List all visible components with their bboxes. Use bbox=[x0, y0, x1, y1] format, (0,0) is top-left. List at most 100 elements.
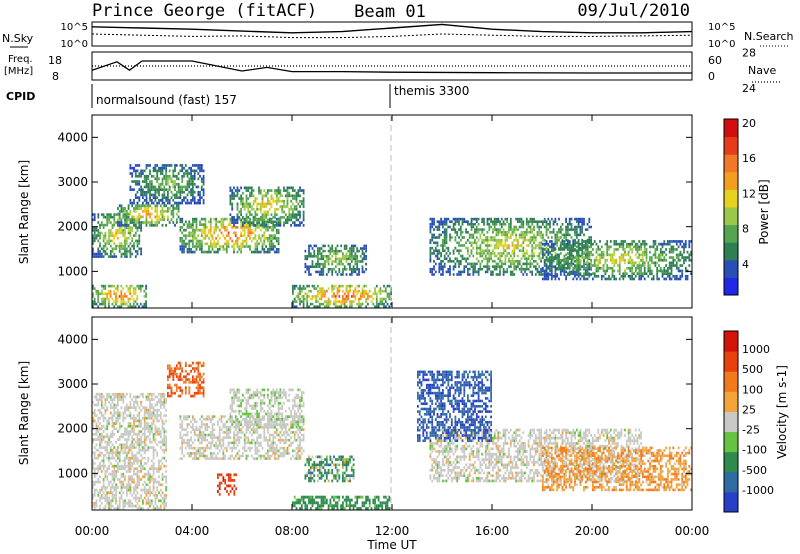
heatmap-cell bbox=[93, 411, 96, 415]
heatmap-cell bbox=[124, 209, 126, 213]
heatmap-cell bbox=[261, 194, 264, 198]
heatmap-cell bbox=[665, 253, 667, 257]
heatmap-cell bbox=[93, 226, 96, 229]
heatmap-cell bbox=[354, 244, 357, 248]
heatmap-cell bbox=[570, 236, 573, 239]
heatmap-cell bbox=[129, 406, 132, 409]
heatmap-cell bbox=[152, 467, 155, 471]
heatmap-cell bbox=[675, 261, 678, 265]
heatmap-cell bbox=[127, 464, 130, 468]
heatmap-cell bbox=[252, 221, 255, 224]
heatmap-cell bbox=[524, 262, 526, 266]
heatmap-cell bbox=[106, 478, 109, 481]
heatmap-cell bbox=[115, 300, 117, 303]
heatmap-cell bbox=[163, 464, 166, 468]
heatmap-cell bbox=[517, 254, 519, 258]
heatmap-cell bbox=[100, 289, 103, 293]
heatmap-cell bbox=[568, 228, 571, 231]
heatmap-cell bbox=[231, 197, 234, 200]
heatmap-cell bbox=[249, 228, 251, 232]
heatmap-cell bbox=[499, 257, 501, 260]
heatmap-cell bbox=[250, 194, 253, 198]
heatmap-cell bbox=[92, 295, 94, 298]
heatmap-cell bbox=[97, 438, 100, 441]
heatmap-cell bbox=[163, 440, 166, 444]
heatmap-cell bbox=[120, 302, 123, 306]
heatmap-cell bbox=[317, 305, 319, 308]
heatmap-cell bbox=[249, 245, 251, 248]
heatmap-cell bbox=[570, 225, 573, 229]
heatmap-cell bbox=[143, 406, 146, 409]
heatmap-cell bbox=[261, 242, 264, 246]
heatmap-cell bbox=[320, 295, 323, 298]
heatmap-cell bbox=[440, 265, 442, 268]
heatmap-cell bbox=[149, 190, 151, 194]
heatmap-cell bbox=[533, 236, 535, 239]
heatmap-cell bbox=[133, 438, 135, 441]
heatmap-cell bbox=[99, 231, 101, 235]
heatmap-cell bbox=[304, 287, 307, 290]
nsky-panel-frame bbox=[91, 21, 693, 47]
heatmap-cell bbox=[104, 234, 107, 237]
heatmap-cell bbox=[143, 462, 146, 465]
heatmap-cell bbox=[334, 302, 337, 306]
heatmap-cell bbox=[99, 467, 101, 471]
heatmap-cell bbox=[102, 226, 105, 229]
heatmap-cell bbox=[288, 194, 291, 198]
heatmap-cell bbox=[277, 237, 280, 240]
heatmap-cell bbox=[467, 273, 469, 276]
heatmap-cell bbox=[525, 217, 528, 221]
heatmap-cell bbox=[284, 221, 287, 224]
heatmap-cell bbox=[324, 300, 326, 303]
heatmap-cell bbox=[579, 231, 582, 234]
heatmap-cell bbox=[117, 430, 119, 433]
heatmap-cell bbox=[116, 305, 119, 308]
heatmap-cell bbox=[140, 494, 142, 497]
heatmap-cell bbox=[567, 261, 569, 265]
heatmap-cell bbox=[242, 205, 244, 208]
heatmap-cell bbox=[543, 238, 546, 242]
heatmap-cell bbox=[554, 269, 557, 273]
heatmap-cell bbox=[117, 236, 119, 240]
heatmap-cell bbox=[434, 262, 437, 266]
heatmap-cell bbox=[550, 261, 553, 265]
heatmap-cell bbox=[511, 270, 514, 274]
heatmap-cell bbox=[124, 464, 126, 468]
heatmap-cell bbox=[492, 228, 494, 231]
heatmap-cell bbox=[620, 240, 623, 243]
heatmap-cell bbox=[686, 277, 689, 281]
heatmap-cell bbox=[190, 250, 192, 254]
heatmap-cell bbox=[113, 475, 116, 479]
heatmap-cell bbox=[554, 252, 557, 255]
heatmap-cell bbox=[129, 221, 132, 224]
heatmap-cell bbox=[167, 182, 169, 186]
heatmap-cell bbox=[350, 249, 353, 253]
heatmap-cell bbox=[200, 196, 203, 199]
heatmap-cell bbox=[292, 197, 294, 200]
heatmap-cell bbox=[320, 289, 323, 293]
heatmap-cell bbox=[358, 260, 360, 263]
heatmap-cell bbox=[318, 247, 321, 250]
heatmap-cell bbox=[306, 265, 309, 268]
heatmap-cell bbox=[97, 213, 100, 216]
heatmap-cell bbox=[349, 273, 351, 276]
heatmap-cell bbox=[475, 257, 478, 260]
heatmap-cell bbox=[606, 264, 609, 267]
heatmap-cell bbox=[654, 264, 657, 267]
heatmap-cell bbox=[461, 236, 464, 239]
heatmap-cell bbox=[124, 395, 126, 399]
heatmap-cell bbox=[640, 248, 642, 251]
heatmap-cell bbox=[252, 194, 255, 198]
heatmap-cell bbox=[293, 305, 296, 308]
heatmap-cell bbox=[684, 258, 687, 262]
heatmap-cell bbox=[108, 395, 110, 399]
heatmap-cell bbox=[102, 430, 105, 433]
heatmap-cell bbox=[181, 237, 184, 240]
heatmap-cell bbox=[302, 210, 305, 214]
heatmap-cell bbox=[92, 459, 94, 463]
heatmap-cell bbox=[565, 266, 567, 270]
heatmap-cell bbox=[136, 424, 139, 428]
heatmap-cell bbox=[161, 218, 164, 222]
heatmap-cell bbox=[590, 273, 592, 276]
heatmap-cell bbox=[527, 225, 530, 229]
